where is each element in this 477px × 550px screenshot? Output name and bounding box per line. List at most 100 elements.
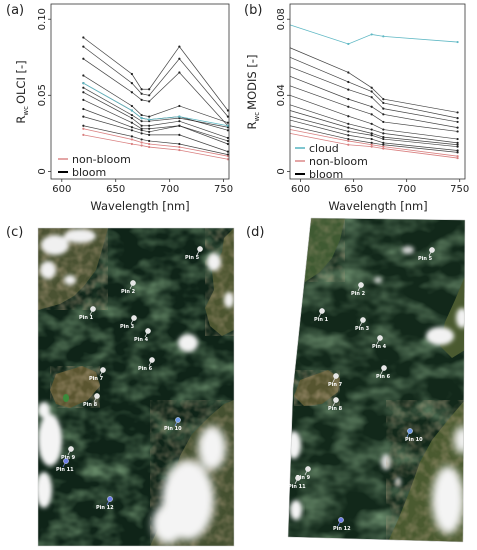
map-pin-pin-9[interactable]: Pin 9 [61, 446, 76, 461]
x-tick-label-b-600: 600 [291, 184, 310, 195]
map-pin-pin-12[interactable]: Pin 12 [96, 496, 114, 511]
pin-head-icon [338, 517, 344, 523]
data-point-b-0-3 [456, 40, 459, 44]
pin-label: Pin 7 [328, 382, 343, 388]
cloud-southwest-c [38, 402, 62, 508]
x-ticks-a: 600 650 700 750 [52, 179, 233, 195]
data-point-b-13-0 [347, 143, 350, 146]
map-pin-pin-6[interactable]: Pin 6 [376, 365, 391, 380]
series-line-a-2 [83, 58, 229, 126]
x-ticks-b: 600 650 700 750 [291, 179, 469, 195]
map-pin-pin-3[interactable]: Pin 3 [120, 315, 137, 330]
map-pin-pin-8[interactable]: Pin 8 [83, 393, 100, 408]
map-pin-pin-5[interactable]: Pin 5 [418, 247, 435, 262]
pin-head-icon [295, 475, 301, 481]
data-point-a-12-1 [130, 142, 134, 146]
data-point-b-0-2 [382, 35, 385, 38]
map-pin-pin-11[interactable]: Pin 11 [288, 475, 306, 490]
map-pin-pin-5[interactable]: Pin 5 [185, 246, 203, 261]
map-pin-pin-8[interactable]: Pin 8 [328, 397, 343, 412]
pin-head-icon [94, 393, 100, 399]
data-point-b-4-1 [370, 105, 373, 108]
data-point-b-2-2 [382, 101, 385, 105]
data-point-a-13-1 [130, 138, 134, 141]
land-texture-nw-d [300, 218, 345, 282]
map-pin-pin-1[interactable]: Pin 1 [79, 306, 96, 321]
cloud-nw-c [40, 229, 96, 285]
data-point-b-10-2 [382, 141, 385, 144]
x-tick-label-b-700: 700 [397, 184, 416, 195]
map-pin-pin-4[interactable]: Pin 4 [372, 335, 387, 350]
data-point-a-6-1 [130, 117, 134, 120]
map-pin-pin-4[interactable]: Pin 4 [134, 328, 151, 343]
data-point-a-3-1 [130, 104, 134, 108]
legend-b: cloud non-bloom bloom [295, 142, 368, 181]
data-point-b-6-3 [456, 137, 459, 141]
plot-area-a [82, 36, 230, 161]
data-point-a-3-0 [82, 74, 85, 77]
pin-head-icon [377, 335, 383, 341]
data-point-a-3-4 [178, 104, 181, 108]
satellite-image-c: (c) [6, 225, 235, 547]
plot-frame-b [289, 3, 466, 180]
data-point-a-11-3 [148, 118, 151, 121]
pin-label: Pin 9 [61, 455, 76, 461]
data-point-b-7-0 [347, 122, 350, 125]
pin-label: Pin 4 [372, 344, 387, 350]
data-point-a-8-5 [226, 142, 230, 146]
series-line-a-0 [83, 37, 229, 111]
x-tick-label-a-650: 650 [106, 184, 125, 195]
pin-label: Pin 8 [83, 402, 98, 408]
map-pin-pin-9[interactable]: Pin 9 [296, 466, 311, 481]
map-pin-pin-12[interactable]: Pin 12 [333, 517, 351, 532]
pin-label: Pin 7 [89, 376, 104, 382]
series-line-a-5 [83, 87, 228, 128]
data-point-a-6-5 [226, 136, 230, 140]
y-tick-label-a-1: 0.05 [37, 84, 48, 106]
series-line-a-11 [83, 82, 228, 127]
data-point-a-7-5 [226, 139, 230, 143]
map-pin-pin-10[interactable]: Pin 10 [164, 417, 182, 432]
x-tick-label-b-650: 650 [344, 184, 363, 195]
series-line-a-1 [83, 46, 229, 117]
y-tick-label-a-2: 0.10 [37, 8, 48, 30]
data-point-b-4-2 [382, 113, 385, 116]
map-pin-pin-2[interactable]: Pin 2 [351, 282, 366, 297]
map-pin-pin-2[interactable]: Pin 2 [121, 280, 136, 295]
map-pin-pin-10[interactable]: Pin 10 [405, 428, 423, 443]
pin-head-icon [319, 308, 325, 314]
data-point-a-0-2 [140, 88, 143, 91]
data-point-b-11-0 [347, 137, 350, 141]
data-point-b-2-1 [370, 90, 373, 93]
data-point-b-8-3 [456, 143, 459, 146]
data-point-a-10-1 [130, 135, 134, 138]
map-pin-pin-3[interactable]: Pin 3 [355, 317, 370, 332]
y-tick-label-b-0: 0 [276, 168, 287, 174]
map-pin-pin-6[interactable]: Pin 6 [138, 357, 155, 372]
series-line-a-7 [83, 99, 229, 142]
data-point-b-12-0 [347, 139, 350, 143]
data-point-a-5-1 [130, 113, 134, 117]
pin-head-icon [333, 397, 339, 403]
data-point-b-12-2 [382, 145, 385, 148]
data-point-a-13-0 [82, 127, 85, 130]
plot-area-b [289, 24, 459, 160]
data-point-a-10-0 [82, 124, 85, 127]
data-point-a-11-5 [226, 124, 230, 127]
map-pin-pin-11[interactable]: Pin 11 [56, 458, 74, 473]
x-axis-title-b: Wavelength [nm] [328, 199, 427, 213]
pin-head-icon [360, 317, 366, 323]
data-point-b-3-1 [370, 96, 373, 99]
data-point-a-9-0 [82, 115, 85, 118]
legend-a: non-bloom bloom [58, 153, 131, 179]
island-texture-c [50, 366, 100, 408]
pins-c: Pin 5 Pin 2 Pin 1 Pin 3 Pin 4 Pin 6 Pin 7 Pin 8… [56, 246, 203, 511]
data-point-a-3-5 [226, 121, 230, 124]
data-point-a-11-1 [130, 109, 134, 112]
data-point-b-7-2 [382, 132, 385, 135]
map-pin-pin-7[interactable]: Pin 7 [328, 373, 343, 388]
data-point-b-13-1 [370, 145, 373, 148]
map-pin-pin-1[interactable]: Pin 1 [314, 308, 329, 323]
map-pin-pin-7[interactable]: Pin 7 [89, 367, 106, 382]
